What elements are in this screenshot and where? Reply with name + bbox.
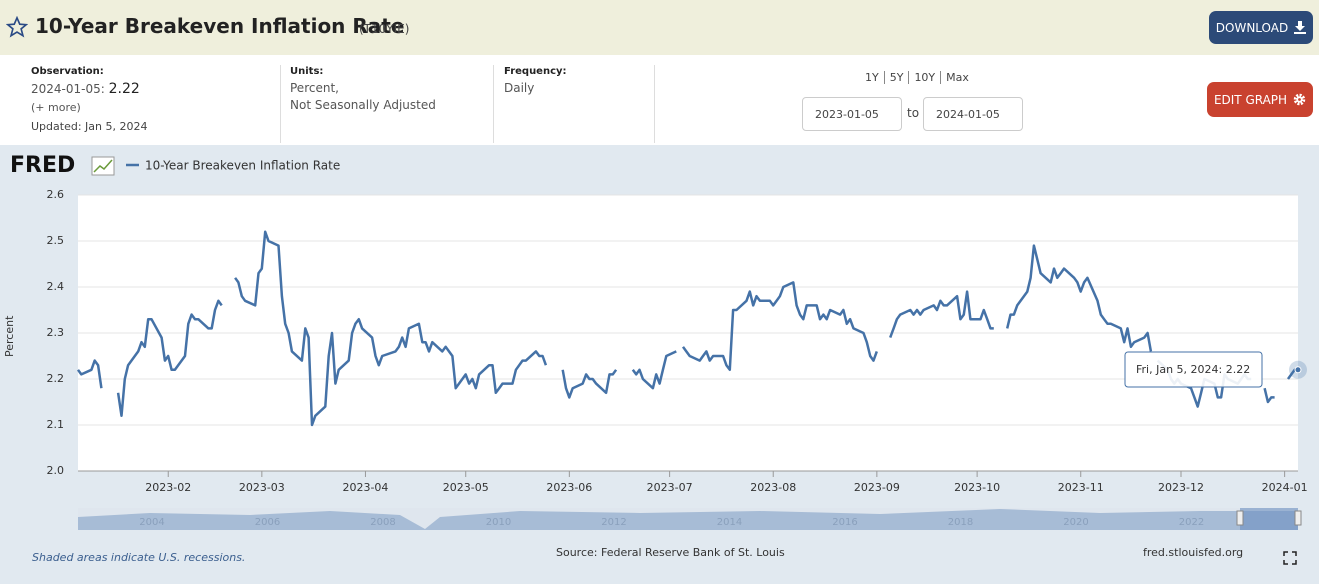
navigator bbox=[78, 508, 1302, 530]
x-tick-label: 2023-12 bbox=[1158, 481, 1204, 494]
fred-logo: FRED bbox=[10, 153, 75, 178]
source: Source: Federal Reserve Bank of St. Loui… bbox=[556, 546, 785, 559]
y-tick-label: 2.1 bbox=[47, 418, 65, 431]
logo-icon bbox=[91, 156, 115, 176]
tooltip-date: Fri, Jan 5, 2024: bbox=[1136, 363, 1222, 376]
x-tick-label: 2023-08 bbox=[750, 481, 796, 494]
x-tick-label: 2023-05 bbox=[443, 481, 489, 494]
navigator-label: 2006 bbox=[255, 517, 280, 528]
chart: FRED Percent Shaded areas indicate U.S. … bbox=[3, 153, 1308, 568]
fullscreen-icon bbox=[1283, 551, 1297, 565]
legend-label: 10-Year Breakeven Inflation Rate bbox=[145, 159, 340, 173]
tooltip-value: 2.22 bbox=[1226, 363, 1251, 376]
info-panel: Observation: 2024-01-05: 2.22 (+ more) U… bbox=[0, 55, 1319, 145]
range-link[interactable]: Max bbox=[940, 71, 974, 84]
navigator-label: 2004 bbox=[139, 517, 164, 528]
x-tick-label: 2023-06 bbox=[546, 481, 592, 494]
y-tick-label: 2.4 bbox=[47, 280, 65, 293]
range-links: 1Y 5Y 10Y Max bbox=[860, 71, 974, 84]
x-tick-label: 2023-04 bbox=[342, 481, 388, 494]
observation-value: 2.22 bbox=[108, 81, 140, 97]
y-axis-label: Percent bbox=[3, 315, 16, 357]
end-date-input[interactable]: 2024-01-05 bbox=[923, 97, 1023, 131]
tooltip-box bbox=[1124, 351, 1263, 388]
navigator-label: 2014 bbox=[717, 517, 742, 528]
to-label: to bbox=[907, 106, 920, 120]
y-tick-label: 2.0 bbox=[47, 464, 65, 477]
divider bbox=[654, 65, 655, 143]
units-label: Units: bbox=[290, 66, 324, 77]
frequency-label: Frequency: bbox=[504, 66, 567, 77]
x-tick-label: 2023-09 bbox=[854, 481, 900, 494]
updated: Updated: Jan 5, 2024 bbox=[31, 120, 148, 133]
navigator-label: 2020 bbox=[1063, 517, 1088, 528]
units-line: Not Seasonally Adjusted bbox=[290, 98, 436, 112]
observation: 2024-01-05: 2.22 bbox=[31, 81, 140, 97]
hover-point bbox=[1294, 366, 1302, 374]
favorite-star[interactable] bbox=[6, 16, 28, 38]
units-line: Percent, bbox=[290, 81, 339, 95]
x-tick-label: 2023-03 bbox=[239, 481, 285, 494]
x-tick-label: 2023-07 bbox=[647, 481, 693, 494]
download-label: DOWNLOAD bbox=[1215, 20, 1289, 35]
x-tick-label: 2024-01 bbox=[1262, 481, 1308, 494]
observation-date: 2024-01-05: bbox=[31, 82, 105, 96]
download-icon bbox=[1294, 21, 1307, 34]
series-id: (T10YIE) bbox=[359, 22, 410, 36]
y-tick-label: 2.5 bbox=[47, 234, 65, 247]
navigator-label: 2010 bbox=[486, 517, 511, 528]
range-link[interactable]: 5Y bbox=[883, 71, 909, 84]
edit-graph-button[interactable]: EDIT GRAPH bbox=[1207, 82, 1313, 117]
download-button[interactable]: DOWNLOAD bbox=[1209, 11, 1313, 44]
navigator-label: 2008 bbox=[370, 517, 395, 528]
x-tick-label: 2023-02 bbox=[145, 481, 191, 494]
header: 10-Year Breakeven Inflation Rate (T10YIE… bbox=[0, 0, 1319, 55]
divider bbox=[493, 65, 494, 143]
range-link[interactable]: 1Y bbox=[865, 71, 879, 84]
start-date-input[interactable]: 2023-01-05 bbox=[802, 97, 902, 131]
x-tick-label: 2023-11 bbox=[1058, 481, 1104, 494]
frequency: Daily bbox=[504, 81, 535, 95]
y-tick-label: 2.3 bbox=[47, 326, 65, 339]
gear-icon bbox=[1293, 93, 1306, 106]
navigator-label: 2018 bbox=[948, 517, 973, 528]
navigator-label: 2016 bbox=[832, 517, 857, 528]
more-link[interactable]: (+ more) bbox=[31, 101, 81, 114]
page-title: 10-Year Breakeven Inflation Rate bbox=[35, 14, 405, 38]
navigator-label: 2012 bbox=[601, 517, 626, 528]
site-url: fred.stlouisfed.org bbox=[1143, 546, 1243, 559]
fullscreen-button[interactable] bbox=[1280, 548, 1300, 568]
recession-note: Shaded areas indicate U.S. recessions. bbox=[32, 551, 245, 564]
tooltip-text: Fri, Jan 5, 2024: 2.22 bbox=[1136, 363, 1250, 376]
y-tick-label: 2.2 bbox=[47, 372, 65, 385]
edit-graph-label: EDIT GRAPH bbox=[1213, 92, 1288, 107]
y-tick-label: 2.6 bbox=[47, 188, 65, 201]
navigator-label: 2022 bbox=[1179, 517, 1204, 528]
x-tick-label: 2023-10 bbox=[954, 481, 1000, 494]
divider bbox=[280, 65, 281, 143]
range-link[interactable]: 10Y bbox=[908, 71, 940, 84]
observation-label: Observation: bbox=[31, 66, 104, 77]
